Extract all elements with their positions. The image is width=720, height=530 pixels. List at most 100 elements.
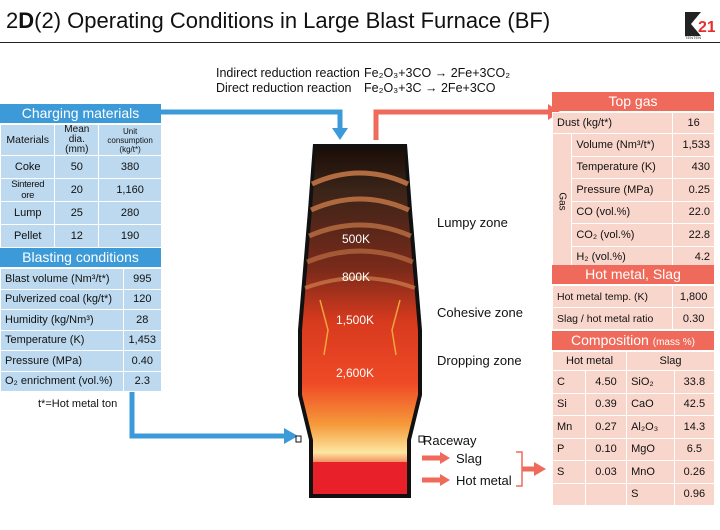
top-gas-arrow xyxy=(373,109,550,140)
table-row: CO (vol.%) 22.0 xyxy=(553,200,715,224)
zone-label-cohesive: Cohesive zone xyxy=(437,305,523,320)
raceway-label: Raceway xyxy=(423,433,477,448)
logo-digits: 21 xyxy=(698,19,715,36)
slag-value: 42.5 xyxy=(673,392,716,416)
gas-group-label: Gas xyxy=(556,191,568,211)
hm-element: P xyxy=(552,437,586,461)
table-row: P 0.10 MgO 6.5 xyxy=(552,437,716,461)
table-row: Humidity (kg/Nm³) 28 xyxy=(0,309,163,331)
gas-param-value: 4.2 xyxy=(672,245,715,269)
hot-metal-ton-note: t*=Hot metal ton xyxy=(38,398,118,410)
gas-group-cell: Gas xyxy=(551,133,573,269)
table-row: Lump 25 280 xyxy=(0,201,162,225)
logo-small-text: TENTEN xyxy=(685,35,701,40)
slag-element: SiO₂ xyxy=(626,370,675,394)
hm-value xyxy=(584,482,628,506)
hot-metal-label: Hot metal xyxy=(456,473,512,488)
direct-reaction-label: Direct reduction reaction xyxy=(216,81,352,95)
blasting-conditions-table: Blast volume (Nm³/t*) 995 Pulverized coal… xyxy=(0,268,163,392)
material-consumption: 1,160 xyxy=(98,178,162,202)
hm-param-value: 1,800 xyxy=(672,285,715,308)
material-consumption: 280 xyxy=(98,201,162,225)
composition-title-text: Composition xyxy=(571,332,649,348)
dust-label: Dust (kg/t*) xyxy=(551,112,674,134)
header-mean-dia: Mean dia. (mm) xyxy=(54,124,100,156)
gas-param-label: CO (vol.%) xyxy=(571,200,674,224)
blast-param-label: Humidity (kg/Nm³) xyxy=(0,309,124,331)
blast-arrowhead xyxy=(284,428,298,444)
charging-materials-table: Materials Mean dia. (mm) Unit consumptio… xyxy=(0,124,162,248)
hm-param-label: Hot metal temp. (K) xyxy=(551,285,674,308)
burden-layer xyxy=(304,276,416,290)
slag-value: 33.8 xyxy=(673,370,716,394)
material-name: Sintered ore xyxy=(0,178,56,202)
material-consumption: 380 xyxy=(98,155,162,179)
slag-element: CaO xyxy=(626,392,675,416)
blast-param-value: 120 xyxy=(122,288,163,310)
blast-arrow xyxy=(129,392,286,439)
page-title: 2D(2) Operating Conditions in Large Blas… xyxy=(6,8,550,34)
hot-metal-arrowhead xyxy=(440,474,450,486)
slag-value: 14.3 xyxy=(673,415,716,439)
zone-label-dropping: Dropping zone xyxy=(437,353,522,368)
blast-param-label: Pulverized coal (kg/t*) xyxy=(0,288,124,310)
table-row: Pressure (MPa) 0.40 xyxy=(0,350,163,372)
table-row: Hot metal temp. (K) 1,800 xyxy=(551,285,715,308)
tuyere-right xyxy=(418,435,425,443)
blast-param-label: Temperature (K) xyxy=(0,329,124,351)
indirect-reaction-label: Indirect reduction reaction xyxy=(216,66,360,80)
slag-element: Al₂O₃ xyxy=(626,415,675,439)
charging-arrowhead xyxy=(332,128,348,140)
top-gas-table: Dust (kg/t*) 16 Gas Volume (Nm³/t*) 1,533 T… xyxy=(551,112,715,269)
material-name: Pellet xyxy=(0,224,56,248)
top-gas-title: Top gas xyxy=(552,92,714,111)
slag-value: 6.5 xyxy=(673,437,716,461)
blast-param-value: 28 xyxy=(122,309,163,331)
gas-param-value: 0.25 xyxy=(672,178,715,202)
material-diameter: 20 xyxy=(54,178,100,202)
title-text: Operating Conditions in Large Blast Furn… xyxy=(67,8,551,33)
slag-element: MnO xyxy=(626,460,675,484)
slag-arrowhead xyxy=(440,452,450,464)
table-row: Temperature (K) 1,453 xyxy=(0,329,163,351)
hm-param-value: 0.30 xyxy=(672,307,715,330)
title-rule xyxy=(0,42,720,43)
table-row: S 0.03 MnO 0.26 xyxy=(552,460,716,484)
hm-element: Mn xyxy=(552,415,586,439)
dust-value: 16 xyxy=(672,112,715,134)
hm-value: 0.27 xyxy=(584,415,628,439)
title-prefix: 2 xyxy=(6,8,19,33)
gas-param-label: H₂ (vol.%) xyxy=(571,245,674,269)
hm-element: C xyxy=(552,370,586,394)
tuyere-left xyxy=(295,435,302,443)
gas-param-value: 22.8 xyxy=(672,223,715,247)
blast-param-value: 0.40 xyxy=(122,350,163,372)
table-row: Temperature (K) 430 xyxy=(553,155,715,179)
title-paren: (2) xyxy=(34,8,62,33)
hm-element: Si xyxy=(552,392,586,416)
hm-value: 0.39 xyxy=(584,392,628,416)
composition-title: Composition (mass %) xyxy=(552,331,714,350)
blast-param-label: Blast volume (Nm³/t*) xyxy=(0,268,124,290)
slag-value: 0.96 xyxy=(673,482,716,506)
table-row: CO₂ (vol.%) 22.8 xyxy=(553,223,715,247)
table-row: Coke 50 380 xyxy=(0,155,162,179)
table-row: S 0.96 xyxy=(552,482,716,506)
table-header-row: Hot metal Slag xyxy=(551,351,715,371)
burden-layer xyxy=(310,170,410,187)
hm-element: S xyxy=(552,460,586,484)
header-materials: Materials xyxy=(0,124,56,156)
burden-layer xyxy=(308,222,412,239)
blasting-conditions-title: Blasting conditions xyxy=(0,248,161,267)
hm-param-label: Slag / hot metal ratio xyxy=(551,307,674,330)
slag-header: Slag xyxy=(626,351,715,371)
temp-label-500k: 500K xyxy=(342,232,371,246)
table-row: Pulverized coal (kg/t*) 120 xyxy=(0,288,163,310)
burden-layer xyxy=(309,196,411,213)
blast-param-label: O₂ enrichment (vol.%) xyxy=(0,370,124,392)
gas-param-label: Temperature (K) xyxy=(571,155,674,179)
table-header-row: Materials Mean dia. (mm) Unit consumptio… xyxy=(0,124,162,156)
gas-param-value: 22.0 xyxy=(672,200,715,224)
slag-element: S xyxy=(626,482,675,506)
